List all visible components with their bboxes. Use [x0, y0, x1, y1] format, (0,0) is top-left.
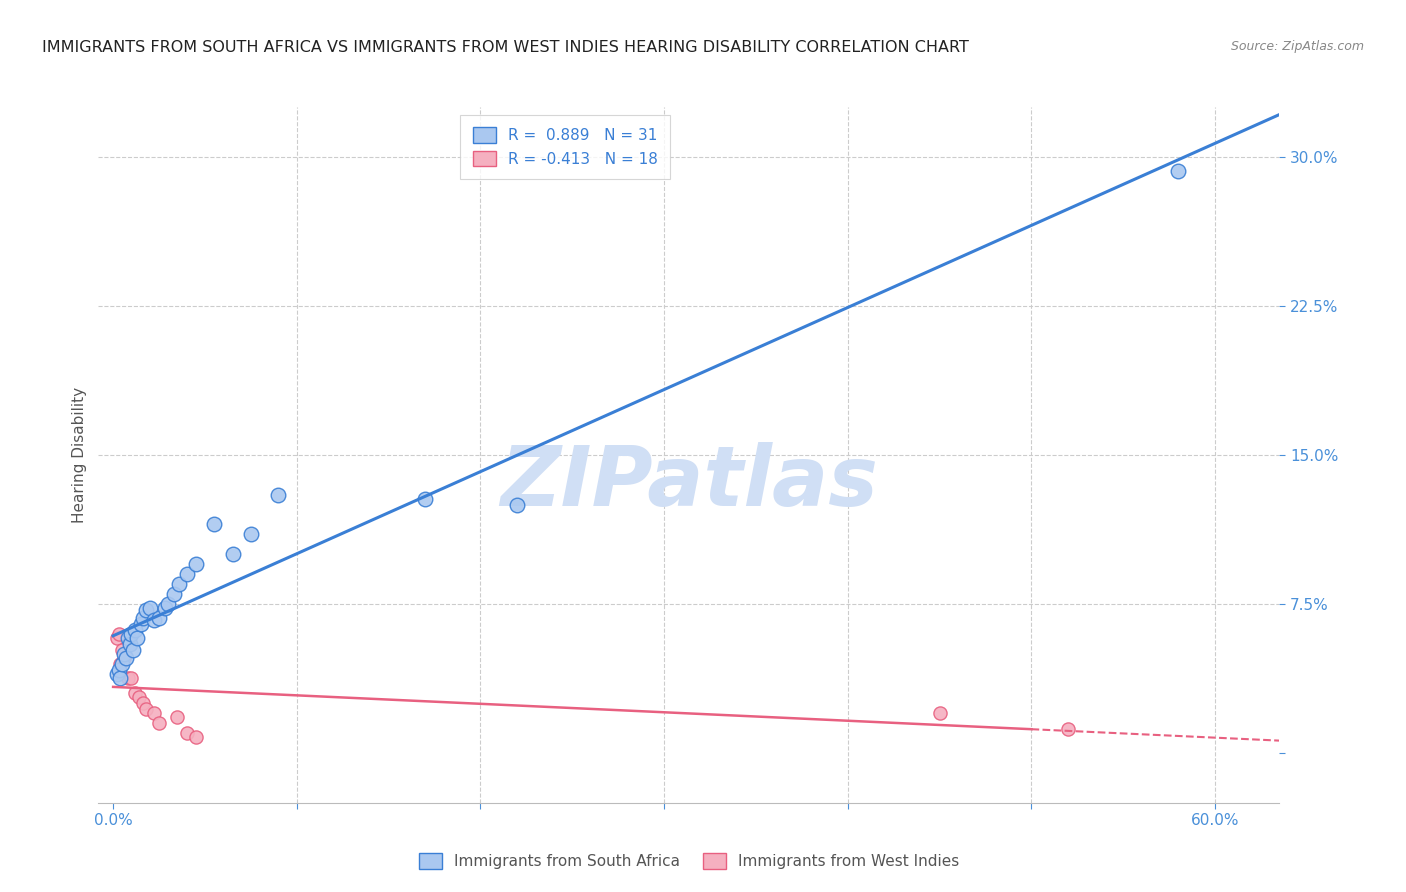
Point — [124, 623, 146, 637]
Point — [131, 697, 153, 711]
Point — [124, 686, 146, 700]
Point — [135, 702, 157, 716]
Point — [142, 613, 165, 627]
Point — [122, 642, 145, 657]
Point — [110, 657, 132, 671]
Point — [112, 647, 135, 661]
Point — [176, 726, 198, 740]
Point — [118, 637, 141, 651]
Point — [105, 666, 128, 681]
Point — [1167, 163, 1189, 178]
Point — [184, 730, 207, 744]
Point — [506, 498, 529, 512]
Point — [111, 642, 134, 657]
Y-axis label: Hearing Disability: Hearing Disability — [72, 387, 87, 523]
Point — [121, 671, 143, 685]
Point — [184, 558, 207, 572]
Point — [176, 567, 198, 582]
Point — [115, 650, 138, 665]
Point — [110, 671, 132, 685]
Point — [142, 706, 165, 721]
Point — [239, 527, 262, 541]
Point — [153, 601, 176, 615]
Point — [117, 631, 139, 645]
Text: ZIPatlas: ZIPatlas — [501, 442, 877, 524]
Point — [107, 627, 129, 641]
Legend: Immigrants from South Africa, Immigrants from West Indies: Immigrants from South Africa, Immigrants… — [412, 847, 966, 875]
Point — [107, 663, 129, 677]
Point — [125, 631, 148, 645]
Point — [267, 488, 290, 502]
Point — [117, 671, 139, 685]
Point — [167, 577, 190, 591]
Point — [135, 603, 157, 617]
Point — [415, 491, 437, 506]
Text: Source: ZipAtlas.com: Source: ZipAtlas.com — [1230, 40, 1364, 54]
Point — [148, 716, 170, 731]
Point — [139, 601, 162, 615]
Point — [121, 627, 143, 641]
Point — [163, 587, 186, 601]
Point — [1057, 723, 1080, 737]
Point — [131, 611, 153, 625]
Point — [157, 597, 180, 611]
Point — [105, 631, 128, 645]
Text: IMMIGRANTS FROM SOUTH AFRICA VS IMMIGRANTS FROM WEST INDIES HEARING DISABILITY C: IMMIGRANTS FROM SOUTH AFRICA VS IMMIGRAN… — [42, 40, 969, 55]
Point — [166, 710, 188, 724]
Point — [129, 616, 152, 631]
Point — [221, 547, 243, 561]
Point — [111, 657, 134, 671]
Legend: R =  0.889   N = 31, R = -0.413   N = 18: R = 0.889 N = 31, R = -0.413 N = 18 — [460, 115, 669, 178]
Point — [202, 517, 225, 532]
Point — [148, 611, 170, 625]
Point — [112, 650, 135, 665]
Point — [928, 706, 950, 721]
Point — [128, 690, 150, 705]
